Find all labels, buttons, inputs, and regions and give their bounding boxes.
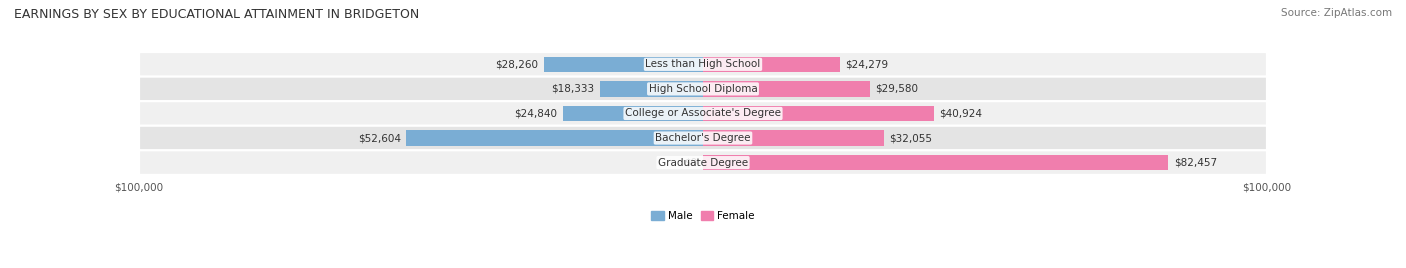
Text: $82,457: $82,457 xyxy=(1174,158,1216,168)
Bar xyxy=(562,106,703,121)
Text: $29,580: $29,580 xyxy=(876,84,918,94)
Text: $40,924: $40,924 xyxy=(939,109,983,118)
Text: College or Associate's Degree: College or Associate's Degree xyxy=(626,109,780,118)
Bar xyxy=(703,106,934,121)
Bar xyxy=(703,81,870,96)
FancyBboxPatch shape xyxy=(139,150,1267,175)
Bar xyxy=(703,155,1168,170)
Text: $28,260: $28,260 xyxy=(495,59,538,69)
Bar xyxy=(406,131,703,146)
FancyBboxPatch shape xyxy=(139,101,1267,126)
Legend: Male, Female: Male, Female xyxy=(647,207,759,225)
Text: $52,604: $52,604 xyxy=(357,133,401,143)
Bar xyxy=(599,81,703,96)
Text: $24,840: $24,840 xyxy=(515,109,557,118)
Text: High School Diploma: High School Diploma xyxy=(648,84,758,94)
Text: Bachelor's Degree: Bachelor's Degree xyxy=(655,133,751,143)
Bar xyxy=(703,131,884,146)
Text: Graduate Degree: Graduate Degree xyxy=(658,158,748,168)
FancyBboxPatch shape xyxy=(139,52,1267,77)
Text: $32,055: $32,055 xyxy=(890,133,932,143)
Text: EARNINGS BY SEX BY EDUCATIONAL ATTAINMENT IN BRIDGETON: EARNINGS BY SEX BY EDUCATIONAL ATTAINMEN… xyxy=(14,8,419,21)
Text: $24,279: $24,279 xyxy=(845,59,889,69)
Bar xyxy=(703,57,839,72)
FancyBboxPatch shape xyxy=(139,77,1267,101)
FancyBboxPatch shape xyxy=(139,126,1267,150)
Text: $18,333: $18,333 xyxy=(551,84,593,94)
Bar xyxy=(544,57,703,72)
Text: Source: ZipAtlas.com: Source: ZipAtlas.com xyxy=(1281,8,1392,18)
Text: Less than High School: Less than High School xyxy=(645,59,761,69)
Text: $0: $0 xyxy=(685,158,697,168)
